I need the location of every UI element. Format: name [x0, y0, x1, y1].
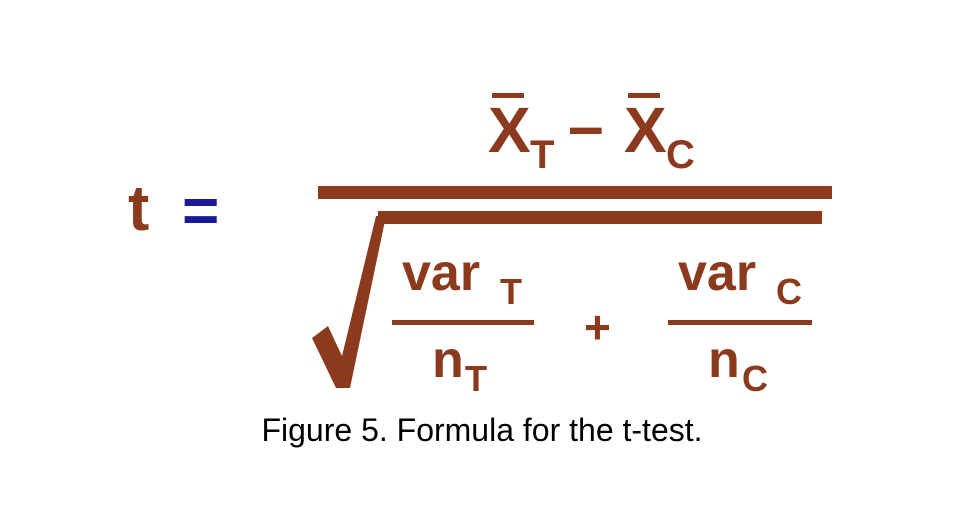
radical-vinculum	[378, 211, 822, 224]
radical-stroke	[312, 216, 386, 388]
control-fraction-bar	[668, 320, 812, 325]
square-root-sign	[312, 211, 822, 388]
var-control-label: var	[678, 244, 756, 302]
var-treatment-label: var	[402, 244, 480, 302]
t-test-formula: t = X T – X C var T n T + var C n C	[128, 90, 832, 399]
n-control-label: n	[708, 331, 740, 389]
numerator-x-treatment: X	[488, 94, 531, 166]
x-bar-treatment-overline	[492, 93, 524, 98]
x-bar-control-overline	[628, 93, 660, 98]
formula-equals-sign: =	[182, 174, 219, 246]
var-treatment-subscript: T	[500, 271, 522, 312]
treatment-fraction-bar	[392, 320, 534, 325]
denominator-plus-sign: +	[584, 301, 611, 353]
numerator-minus-sign: –	[568, 90, 604, 162]
main-fraction-bar	[318, 186, 832, 199]
n-control-subscript: C	[742, 358, 768, 399]
denominator-term-treatment: var T n T	[392, 244, 534, 399]
figure-caption: Figure 5. Formula for the t-test.	[261, 412, 703, 448]
numerator-x-treatment-subscript: T	[530, 133, 554, 177]
numerator-x-control: X	[624, 94, 667, 166]
var-control-subscript: C	[776, 271, 802, 312]
n-treatment-subscript: T	[465, 358, 487, 399]
formula-lhs-t: t	[128, 172, 149, 244]
numerator-x-control-subscript: C	[666, 133, 695, 177]
n-treatment-label: n	[432, 331, 464, 389]
denominator-term-control: var C n C	[668, 244, 812, 399]
numerator: X T – X C	[488, 90, 695, 177]
